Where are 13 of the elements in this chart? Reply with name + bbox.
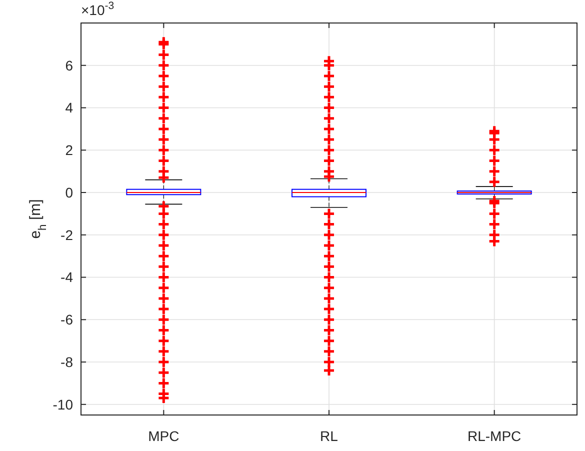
y-tick-label: 0 xyxy=(65,184,74,200)
x-tick-label: MPC xyxy=(148,428,180,444)
y-tick-label: 2 xyxy=(65,142,74,158)
y-tick-label: -6 xyxy=(60,312,74,328)
y-tick-label: 4 xyxy=(65,100,74,116)
y-tick-label: -2 xyxy=(60,226,74,243)
y-tick-label: -4 xyxy=(60,269,74,286)
y-tick-label: -10 xyxy=(52,396,74,412)
x-tick-label: RL xyxy=(320,428,338,444)
y-tick-label: 6 xyxy=(65,57,74,74)
text: ×10$^{-3}$ xyxy=(81,0,114,18)
x-tick-label: RL-MPC xyxy=(467,428,522,444)
y-tick-label: -8 xyxy=(60,354,74,370)
